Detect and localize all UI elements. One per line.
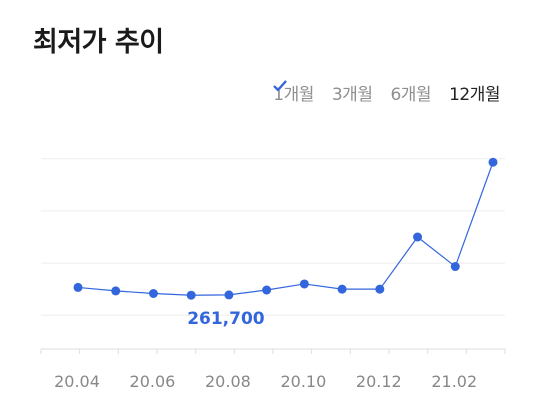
- tab-12-months[interactable]: 12개월: [273, 80, 500, 105]
- min-price-label: 261,700: [187, 309, 265, 329]
- data-point: [73, 282, 83, 292]
- data-point: [224, 290, 234, 300]
- tab-6-months[interactable]: 6개월: [273, 80, 432, 105]
- x-tick-label: 21.02: [431, 372, 477, 391]
- data-point: [111, 286, 121, 296]
- tab-label: 6개월: [390, 85, 432, 105]
- x-tick-label: 20.08: [205, 372, 251, 391]
- tab-3-months[interactable]: 3개월: [273, 80, 373, 105]
- check-icon: [273, 80, 288, 92]
- data-point: [450, 262, 460, 272]
- x-tick-label: 20.12: [356, 372, 402, 391]
- data-point: [186, 290, 196, 300]
- price-chart: 261,700 20.04 20.06 20.08 20.10 20.12 21.02: [23, 112, 513, 407]
- data-point: [337, 284, 347, 294]
- tab-label: 3개월: [331, 85, 373, 105]
- period-tabs: 1개월 3개월 6개월 12개월: [273, 80, 500, 105]
- data-point: [262, 285, 272, 295]
- data-point: [375, 284, 385, 294]
- data-point: [148, 289, 158, 298]
- chart-title: 최저가 추이: [33, 27, 164, 58]
- x-tick-label: 20.04: [54, 372, 100, 391]
- data-point: [413, 232, 423, 242]
- data-point: [299, 279, 309, 289]
- data-point: [488, 157, 498, 167]
- price-line: [77, 162, 494, 296]
- tab-label: 12개월: [449, 85, 500, 105]
- x-tick-label: 20.06: [130, 372, 176, 391]
- x-tick-label: 20.10: [280, 372, 326, 391]
- price-chart-svg: 261,700 20.04 20.06 20.08 20.10 20.12 21.02: [40, 157, 506, 391]
- tab-label: 1개월: [273, 85, 314, 105]
